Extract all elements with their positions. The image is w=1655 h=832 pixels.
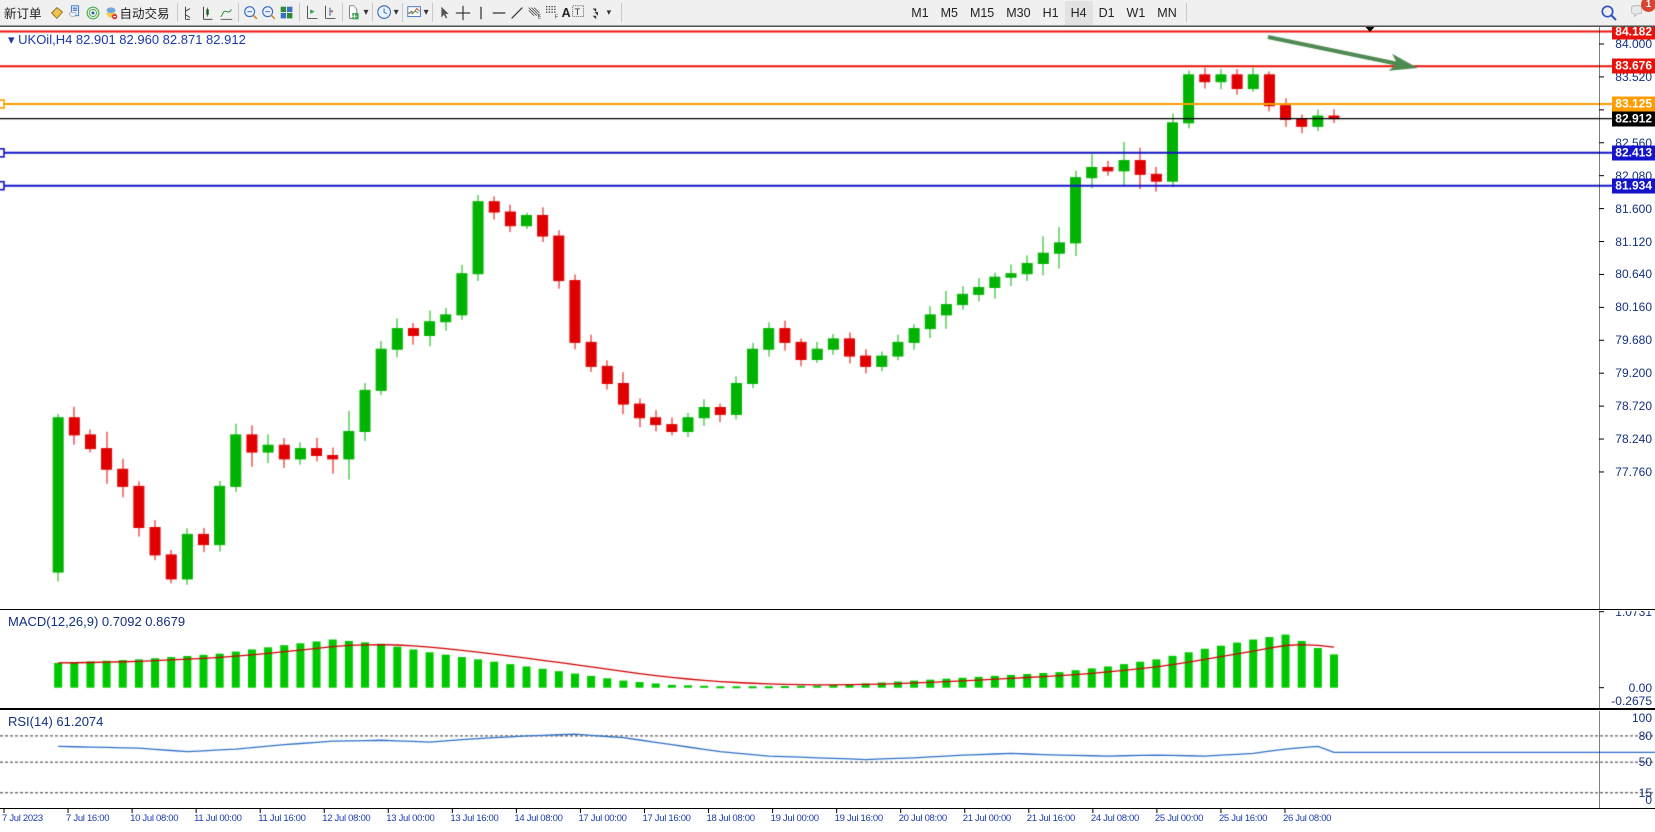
svg-text:F: F xyxy=(554,14,558,20)
svg-text:T: T xyxy=(574,6,580,16)
svg-text:E: E xyxy=(537,14,541,20)
